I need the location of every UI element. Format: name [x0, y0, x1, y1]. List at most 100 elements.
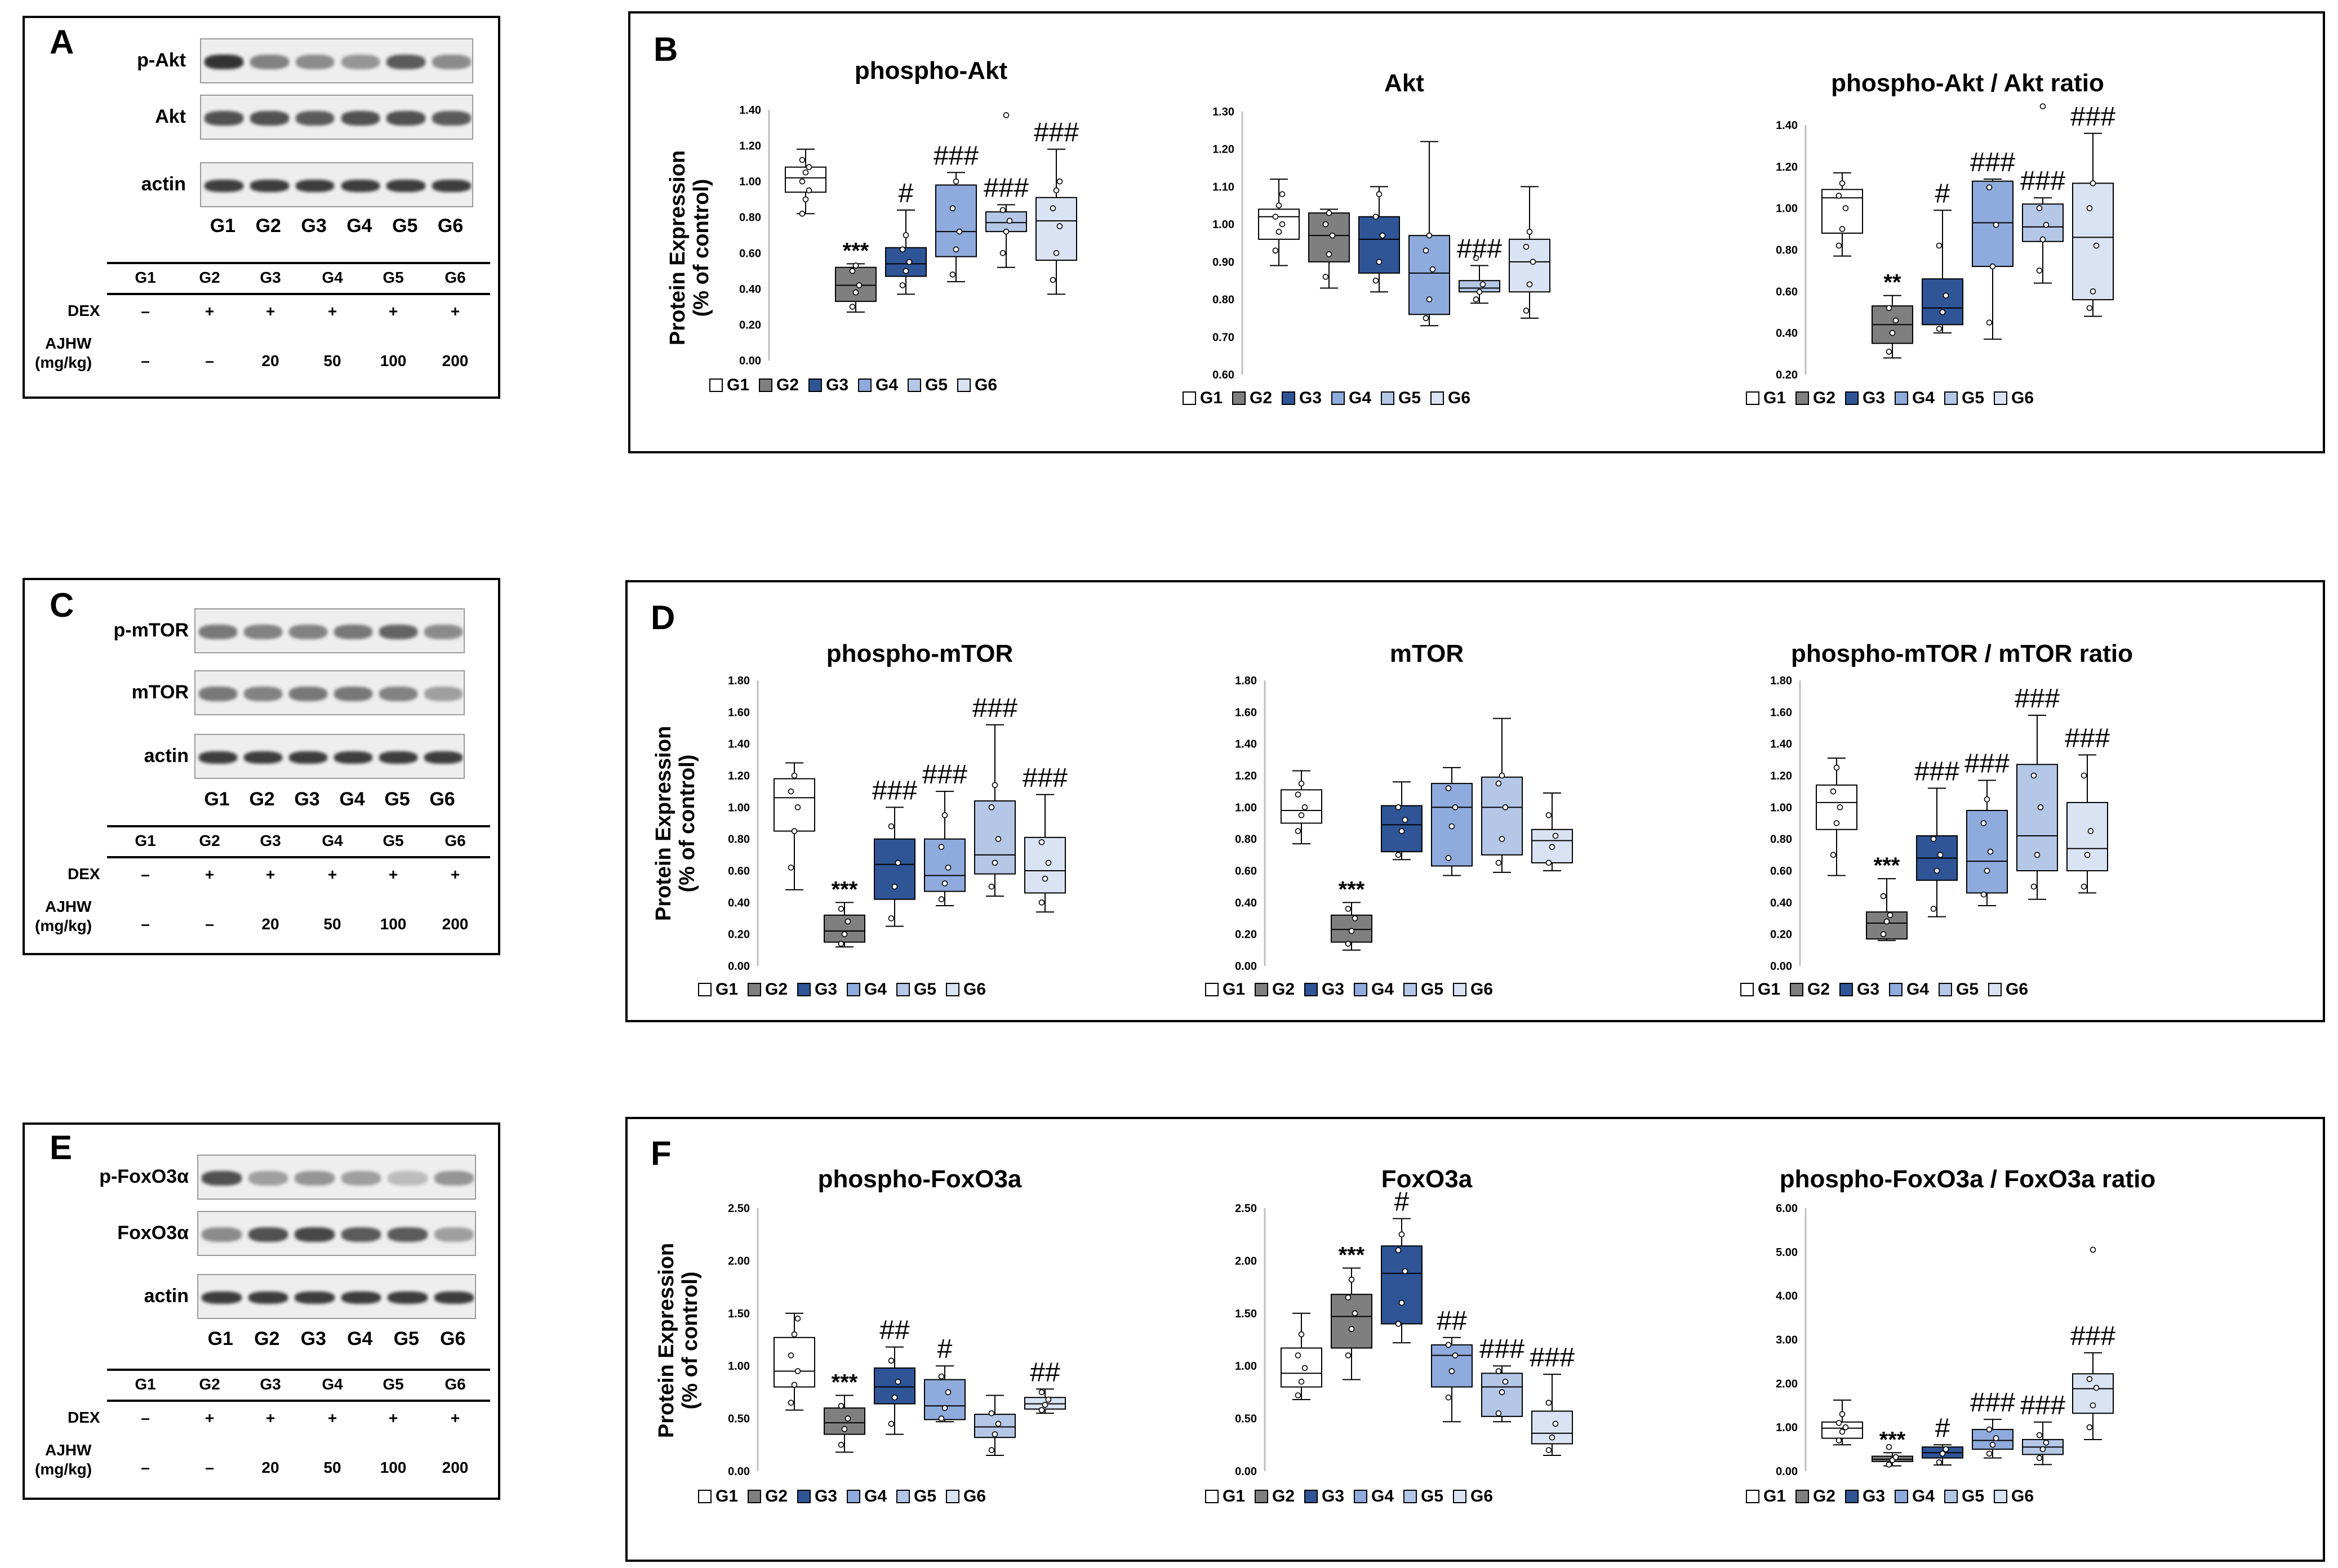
table-ajhw-value: 20	[261, 915, 279, 933]
blot-band	[205, 111, 243, 126]
table-ajhw-unit: (mg/kg)	[35, 354, 92, 371]
box	[1972, 180, 2013, 268]
legend-swatch	[1790, 983, 1803, 996]
data-point	[2090, 288, 2096, 295]
box	[1966, 809, 2008, 894]
table-dex-value: +	[205, 1409, 215, 1427]
table-group-header: G2	[199, 269, 220, 286]
y-tick-label: 0.00	[1235, 1465, 1257, 1478]
y-tick-label: 0.00	[1776, 1465, 1798, 1478]
box-group-G2	[1331, 902, 1372, 951]
box	[1816, 784, 1857, 830]
significance-marker: ###	[984, 173, 1029, 203]
data-point	[1056, 178, 1063, 185]
table-dex-value: +	[450, 866, 460, 883]
legend-swatch	[698, 1490, 712, 1503]
y-tick-label: 1.00	[728, 1360, 750, 1373]
y-tick-label: 1.50	[1235, 1308, 1257, 1320]
blot-band	[341, 1291, 381, 1304]
legend-label: G2	[1813, 389, 1835, 407]
y-tick-label: 1.30	[1212, 106, 1234, 118]
y-tick-label: 1.20	[739, 140, 761, 153]
legend-label: G3	[815, 1487, 837, 1505]
y-axis-label-line1: Protein Expression	[655, 1243, 678, 1438]
data-point	[2036, 1432, 2043, 1438]
box-group-G1	[1821, 1399, 1863, 1446]
legend-label: G1	[1763, 1487, 1786, 1505]
data-point	[1495, 780, 1502, 787]
significance-marker: ###	[2065, 723, 2110, 753]
data-point	[1279, 191, 1286, 198]
data-point	[1842, 205, 1849, 211]
blot-strip	[200, 38, 473, 83]
y-axis-label-line2: (% of control)	[675, 755, 699, 893]
table-ajhw-value: 100	[380, 1459, 407, 1476]
table-dex-label: DEX	[68, 302, 100, 319]
data-point	[1526, 229, 1533, 235]
data-point	[1372, 277, 1379, 284]
blot-band	[334, 687, 372, 701]
data-point	[1545, 1400, 1552, 1406]
chart-title: phospho-Akt	[855, 57, 1008, 84]
box-group-G6	[1531, 1374, 1573, 1456]
blot-strip	[194, 608, 465, 653]
box-group-G2	[824, 902, 865, 948]
y-tick-label: 1.20	[1776, 161, 1798, 173]
data-point	[992, 1431, 998, 1437]
data-point	[2090, 180, 2096, 186]
data-point	[1376, 259, 1383, 265]
data-point	[1398, 828, 1405, 834]
data-point	[1886, 1444, 1892, 1450]
data-point	[1452, 804, 1459, 810]
box	[824, 914, 865, 943]
data-point	[1986, 1450, 1993, 1457]
significance-marker: ##	[879, 1316, 910, 1346]
significance-marker: ###	[2015, 684, 2060, 714]
data-point	[891, 1394, 898, 1401]
box-group-G5	[1481, 1365, 1523, 1423]
blot-band	[202, 1291, 242, 1304]
legend-swatch	[1895, 1490, 1908, 1503]
table-group-header: G2	[199, 832, 220, 849]
data-point	[791, 772, 798, 779]
chart-panel-letter: B	[654, 30, 678, 68]
table-ajhw-value: 50	[323, 1459, 341, 1476]
table-group-header: G1	[135, 1375, 156, 1393]
data-point	[1880, 931, 1887, 937]
legend-label: G6	[963, 980, 986, 999]
blot-lane-label: G3	[301, 215, 327, 237]
legend-swatch	[946, 983, 959, 996]
data-point	[1980, 820, 1987, 826]
blot-band	[248, 1227, 288, 1242]
legend-label: G3	[1857, 980, 1879, 999]
box-group-G4	[1431, 1337, 1473, 1423]
data-point	[1523, 243, 1530, 250]
data-point	[1495, 859, 1502, 866]
legend-label: G1	[1200, 389, 1223, 407]
legend-swatch	[808, 378, 822, 392]
y-axis-label: Protein Expression (% of control)	[666, 150, 713, 345]
blot-panel-letter: C	[50, 586, 74, 624]
table-ajhw-value: 20	[261, 352, 279, 369]
data-point	[1006, 217, 1013, 224]
data-point	[1552, 832, 1559, 839]
significance-marker: ###	[2070, 102, 2115, 132]
legend-swatch	[1988, 983, 2002, 996]
y-axis-label: Protein Expression (% of control)	[652, 726, 699, 921]
box-group-G1	[1281, 1312, 1322, 1400]
data-point	[838, 906, 844, 912]
blot-band	[379, 625, 417, 639]
legend-label: G3	[1299, 389, 1322, 407]
blot-row-label: actin	[144, 745, 189, 767]
blot-band	[289, 625, 327, 639]
legend-swatch	[1381, 391, 1394, 405]
data-point	[1423, 315, 1429, 322]
table-ajhw-value: –	[205, 915, 214, 933]
data-point	[938, 844, 945, 850]
legend-label: G4	[1906, 980, 1929, 999]
blot-band	[379, 751, 417, 764]
blot-lane-label: G2	[254, 1328, 280, 1349]
data-point	[1986, 319, 1993, 326]
legend-swatch	[908, 378, 921, 392]
y-tick-label: 0.00	[728, 1465, 750, 1478]
